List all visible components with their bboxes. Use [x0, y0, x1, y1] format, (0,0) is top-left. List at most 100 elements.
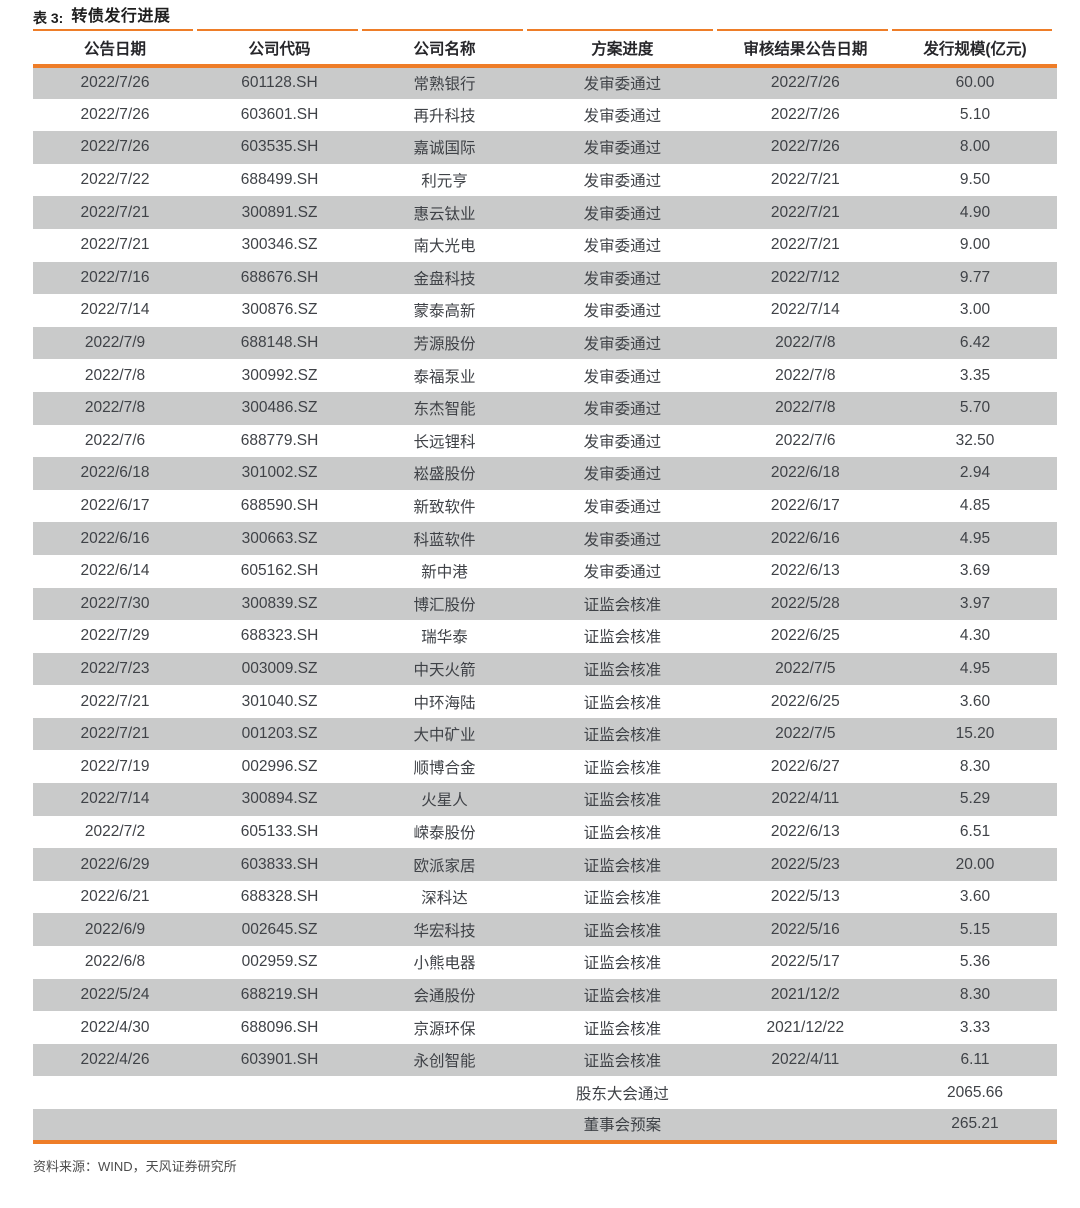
cell	[33, 1076, 197, 1109]
table-row: 2022/7/21 001203.SZ 大中矿业 证监会核准 2022/7/5 15.20	[33, 717, 1057, 751]
cell: 60.00	[955, 74, 995, 92]
cell: 15.20	[955, 725, 995, 743]
cell: 永创智能	[413, 1053, 476, 1071]
cell: 证监会核准	[583, 596, 662, 614]
cell: 301040.SZ	[241, 692, 318, 710]
cell: 2022/5/13	[770, 888, 840, 906]
cell	[718, 1076, 893, 1109]
column-header-1: 公司代码	[197, 31, 363, 68]
cell: 发审委通过	[583, 238, 662, 256]
cell: 2022/7/26	[770, 105, 840, 123]
cell: 2022/6/13	[770, 562, 840, 580]
summary-row: 董事会预案 265.21	[33, 1109, 1057, 1142]
cell: 利元亨	[421, 173, 468, 191]
cell: 605162.SH	[240, 562, 319, 580]
cell: 2022/7/8	[84, 366, 146, 384]
cell: 2022/6/21	[80, 888, 150, 906]
table-row: 2022/7/26 603535.SH 嘉诚国际 发审委通过 2022/7/26 8.00	[33, 131, 1057, 164]
cell: 688323.SH	[240, 627, 319, 645]
cell: 2022/7/8	[84, 399, 146, 417]
cell: 9.00	[959, 236, 991, 254]
cell: 603901.SH	[240, 1051, 319, 1069]
cell: 嵘泰股份	[413, 824, 476, 842]
column-header-3: 方案进度	[527, 31, 718, 68]
cell: 火星人	[421, 792, 468, 810]
cell: 2022/7/8	[775, 334, 836, 352]
cell: 2022/7/26	[80, 74, 150, 92]
cell: 5.70	[959, 399, 991, 417]
cell: 603601.SH	[240, 105, 319, 123]
cell: 3.35	[959, 366, 991, 384]
cell: 2022/6/18	[770, 464, 840, 482]
cell: 300486.SZ	[241, 399, 318, 417]
cell: 2022/5/17	[770, 953, 840, 971]
cell: 证监会核准	[583, 661, 662, 679]
cell: 新致软件	[413, 499, 476, 517]
cell: 2022/7/30	[80, 594, 150, 612]
cell: 265.21	[951, 1115, 999, 1133]
cell: 发审委通过	[583, 173, 662, 191]
cell: 2022/7/2	[84, 822, 146, 840]
cell: 003009.SZ	[241, 659, 318, 677]
cell: 3.60	[959, 692, 991, 710]
cell	[362, 1109, 527, 1142]
cell: 发审委通过	[583, 303, 662, 321]
header-row: 公告日期 公司代码 公司名称 方案进度 审核结果公告日期 发行规模(亿元)	[33, 31, 1057, 68]
table-body: 2022/7/26 601128.SH 常熟银行 发审委通过 2022/7/26 60.0…	[33, 66, 1057, 1142]
cell: 证监会核准	[583, 629, 662, 647]
cell: 8.00	[959, 138, 991, 156]
cell: 2022/7/8	[775, 366, 836, 384]
cell: 2022/6/17	[770, 497, 840, 515]
cell: 6.42	[959, 334, 991, 352]
cell: 发审委通过	[583, 433, 662, 451]
cell: 8.30	[959, 985, 991, 1003]
cell: 2022/6/27	[770, 757, 840, 775]
cell: 董事会预案	[583, 1117, 662, 1135]
cell: 605133.SH	[240, 822, 319, 840]
header-top-line-segment	[196, 29, 358, 31]
cell: 科蓝软件	[413, 531, 476, 549]
cell: 发审委通过	[583, 499, 662, 517]
cell: 蒙泰高新	[413, 303, 476, 321]
cell: 2021/12/22	[766, 1018, 845, 1036]
cell: 证监会核准	[583, 857, 662, 875]
cell: 4.90	[959, 203, 991, 221]
cell: 3.97	[959, 594, 991, 612]
cell: 证监会核准	[583, 922, 662, 940]
cell: 2022/7/5	[775, 659, 836, 677]
header-top-line-segment	[892, 29, 1052, 31]
cell	[718, 1109, 893, 1142]
table-header: 公告日期 公司代码 公司名称 方案进度 审核结果公告日期 发行规模(亿元)	[33, 31, 1057, 68]
cell: 8.30	[959, 757, 991, 775]
cell: 688590.SH	[240, 497, 319, 515]
cell: 2.94	[959, 464, 991, 482]
cell: 2022/7/12	[770, 268, 840, 286]
cell	[197, 1076, 362, 1109]
report-page: 表 3: 转债发行进展 公告日期 公司代码 公司名称 方案进度 审核结果公告日期 发行规模…	[33, 0, 1057, 1175]
cell: 6.11	[960, 1051, 990, 1069]
cell: 证监会核准	[583, 792, 662, 810]
cell: 2022/7/21	[770, 171, 840, 189]
cell: 泰福泵业	[413, 368, 476, 386]
cell: 2022/6/14	[80, 562, 150, 580]
data-source-note: 资料来源：WIND，天风证券研究所	[33, 1158, 237, 1174]
cell: 2022/6/8	[84, 953, 146, 971]
cell: 2022/7/8	[775, 399, 836, 417]
cell: 2021/12/2	[770, 985, 840, 1003]
cell: 2022/4/26	[80, 1051, 150, 1069]
cell: 股东大会通过	[575, 1085, 669, 1103]
table-row: 2022/7/9 688148.SH 芳源股份 发审委通过 2022/7/8 6.42	[33, 326, 1057, 360]
progress-table: 公告日期 公司代码 公司名称 方案进度 审核结果公告日期 发行规模(亿元) 2022/7/…	[33, 31, 1057, 1144]
cell: 嘉诚国际	[413, 140, 476, 158]
table-row: 2022/7/19 002996.SZ 顺博合金 证监会核准 2022/6/27 8.30	[33, 750, 1057, 783]
table-row: 2022/7/30 300839.SZ 博汇股份 证监会核准 2022/5/28 3.97	[33, 587, 1057, 621]
cell: 9.77	[959, 268, 991, 286]
cell: 南大光电	[413, 238, 476, 256]
cell: 2022/6/16	[80, 529, 150, 547]
cell: 300839.SZ	[241, 594, 318, 612]
cell: 688219.SH	[240, 985, 319, 1003]
cell: 2022/7/19	[80, 757, 150, 775]
cell: 2022/5/24	[80, 985, 150, 1003]
cell: 东杰智能	[413, 401, 476, 419]
cell: 3.33	[959, 1018, 991, 1036]
